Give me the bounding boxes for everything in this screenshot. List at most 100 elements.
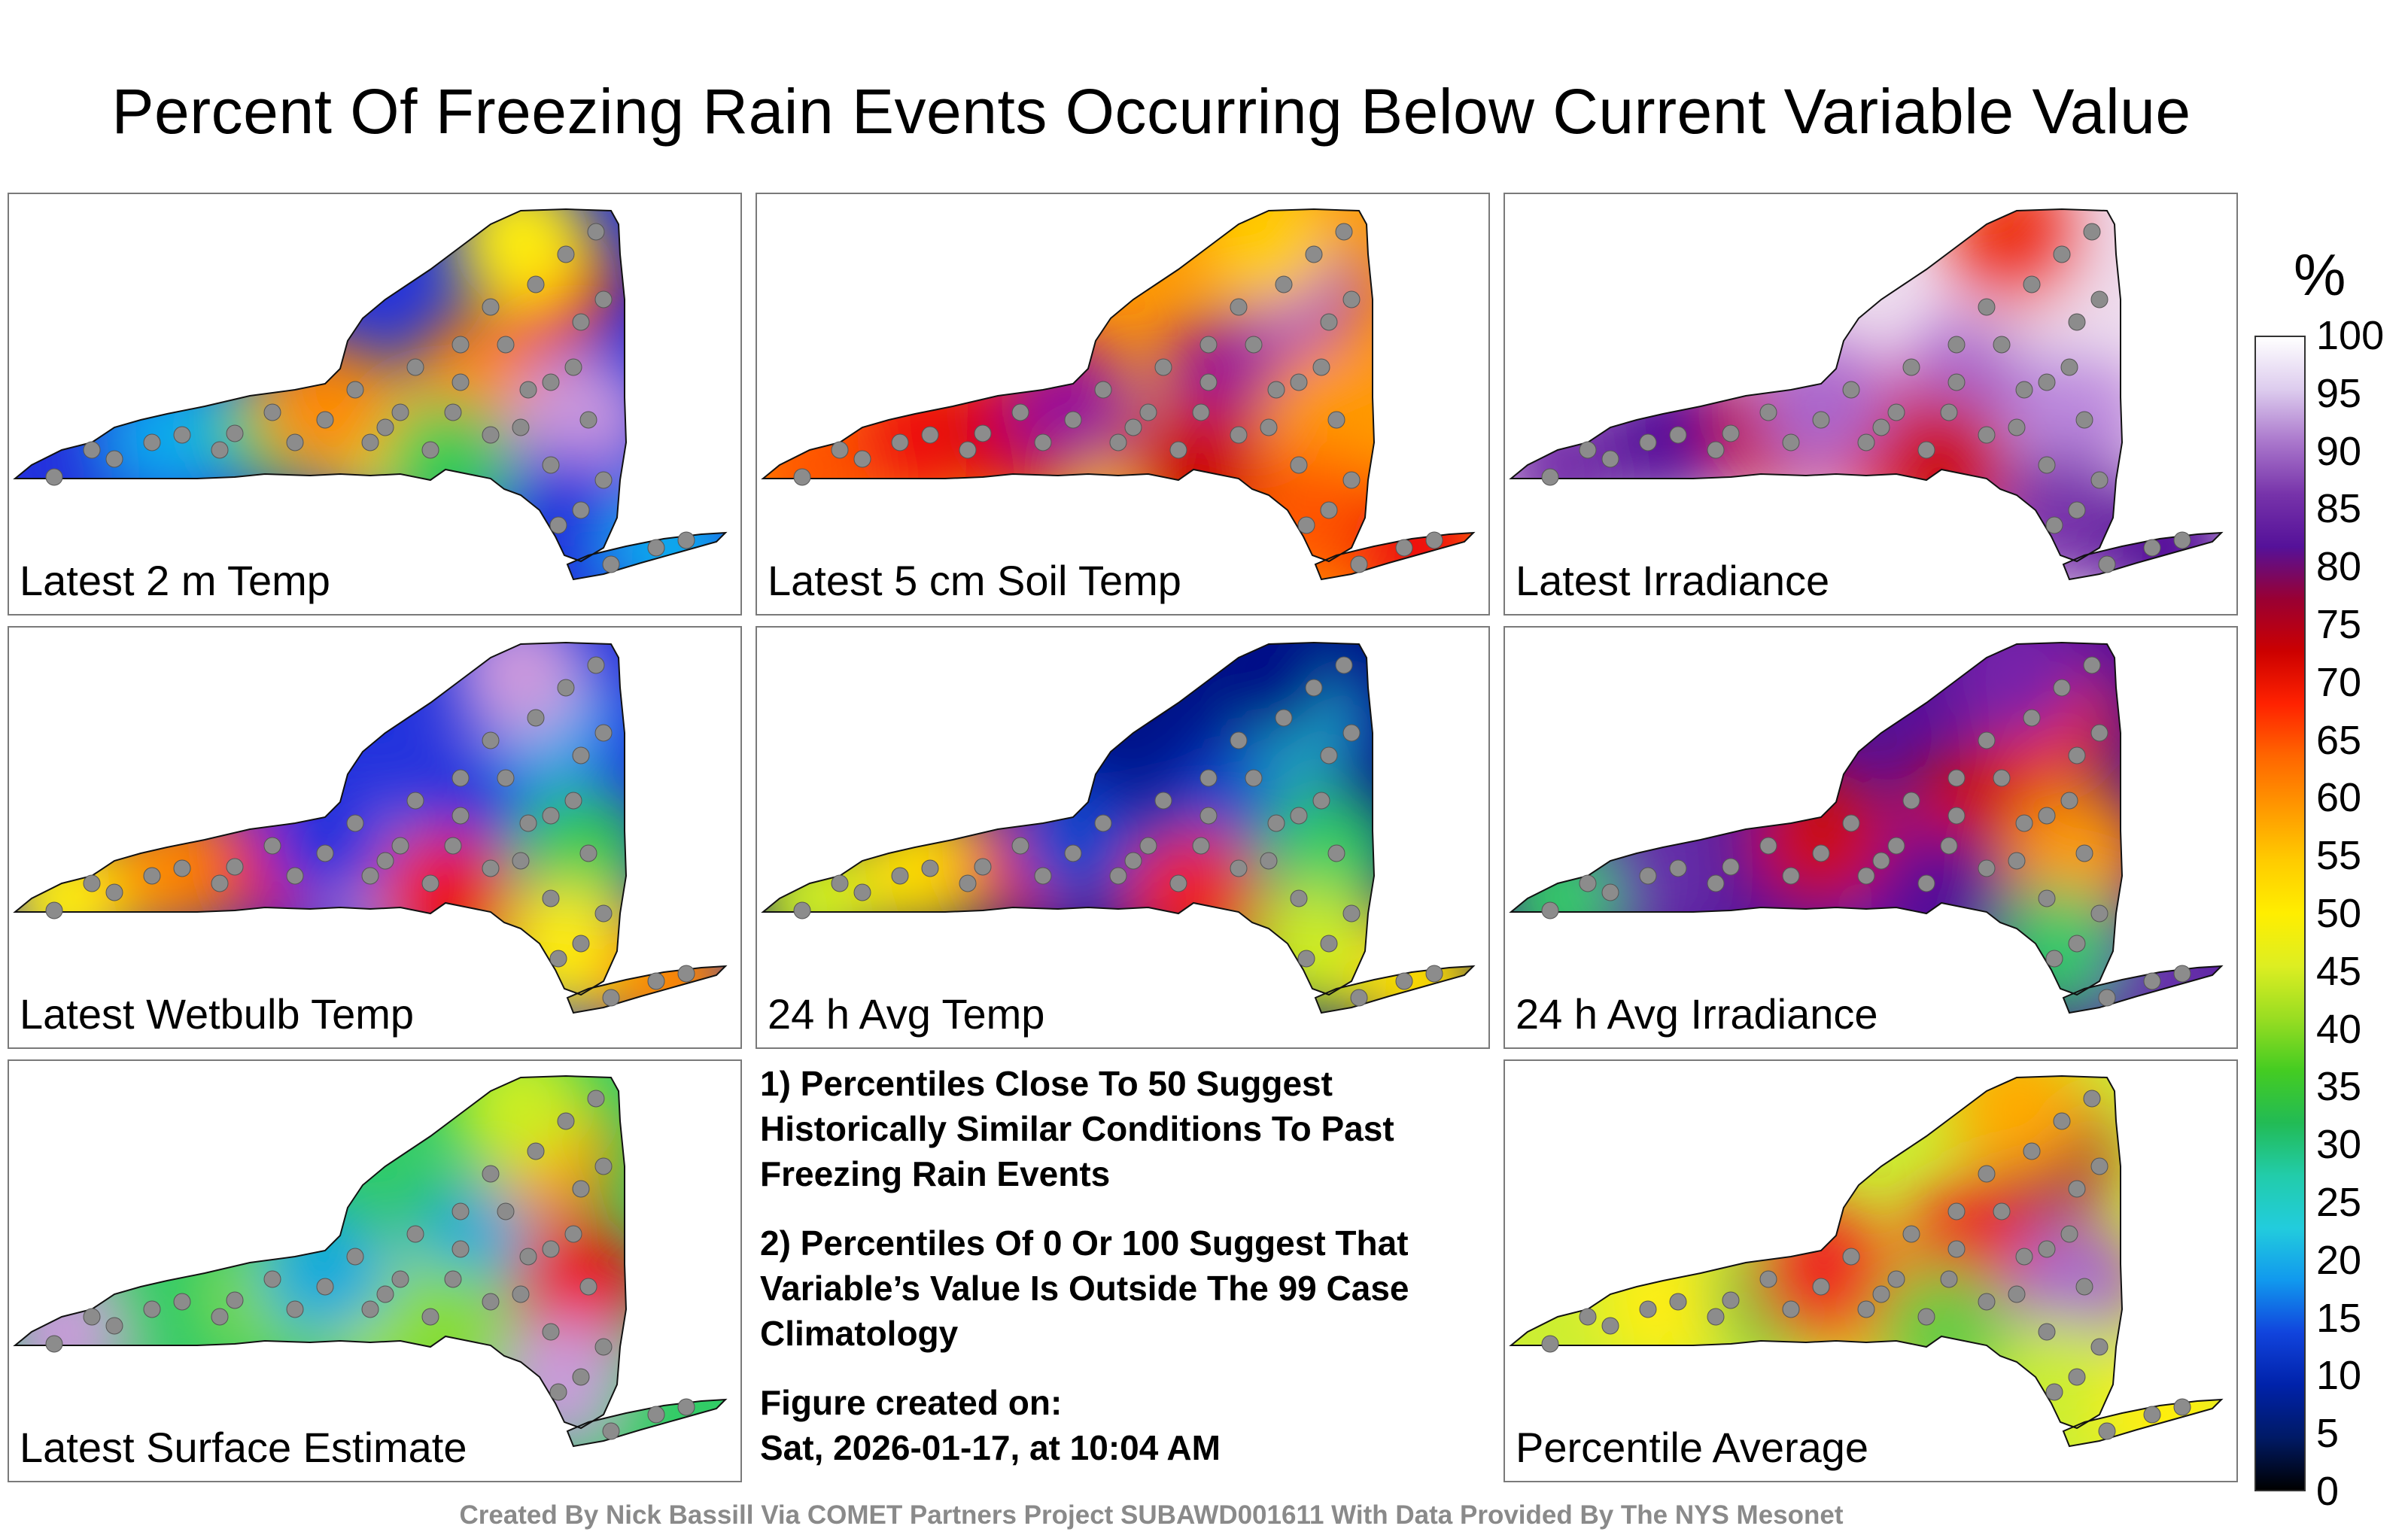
station-marker [316,1278,334,1296]
station-marker [2038,1240,2056,1258]
colorbar-tick: 95 [2316,370,2362,416]
station-marker [1601,450,1619,468]
station-marker [572,501,590,519]
colorbar-tick: 55 [2316,833,2362,879]
station-marker [1011,837,1029,855]
station-marker [549,1383,567,1401]
station-marker [549,950,567,968]
station-marker [1169,441,1187,459]
station-marker [1812,1278,1830,1296]
station-marker [1722,1291,1740,1309]
station-marker [173,1293,191,1311]
station-marker [519,814,537,832]
station-marker [647,1406,665,1424]
station-marker [211,1308,229,1326]
station-marker [1064,411,1082,429]
station-marker [1425,531,1443,549]
note-1: 1) Percentiles Close To 50 Suggest Histo… [760,1064,1394,1193]
station-marker [572,1368,590,1386]
station-marker [1342,290,1361,309]
station-marker [482,426,500,444]
station-marker [2068,746,2086,764]
station-marker [587,656,605,674]
station-marker [572,746,590,764]
station-marker [1842,814,1860,832]
colorbar-tick: 70 [2316,659,2362,705]
station-marker [1230,731,1248,749]
station-marker [853,883,871,901]
station-marker [1312,358,1330,376]
station-marker [2015,1248,2033,1266]
station-marker [542,889,560,907]
station-marker [647,972,665,990]
station-marker [1940,837,1958,855]
station-marker [406,792,424,810]
station-marker [831,874,849,892]
interpolated-field [15,209,725,579]
station-marker [316,411,334,429]
state-boundary [566,531,728,581]
station-marker [1978,426,1996,444]
station-marker [1290,456,1308,474]
station-marker [1579,1308,1597,1326]
station-marker [263,837,281,855]
station-marker [1887,403,1905,421]
station-marker [2173,1398,2191,1416]
station-marker [579,1278,597,1296]
station-marker [1639,1300,1657,1318]
colorbar-tick: 40 [2316,1006,2362,1052]
station-marker [2060,792,2078,810]
station-marker [542,456,560,474]
station-marker [1917,1308,1935,1326]
station-marker [579,411,597,429]
station-marker [346,814,364,832]
station-marker [1320,501,1338,519]
station-marker [1917,441,1935,459]
station-marker [2053,1112,2071,1130]
station-marker [2008,1285,2026,1303]
state-boundary [13,1074,628,1430]
colorbar-tick: 60 [2316,775,2362,821]
station-marker [1759,403,1777,421]
station-marker [45,1335,63,1353]
station-marker [2075,1278,2093,1296]
station-marker [1154,792,1172,810]
colorbar-tick: 35 [2316,1064,2362,1110]
station-marker [1722,858,1740,876]
station-marker [1305,245,1323,263]
station-marker [2045,1383,2063,1401]
colorbar-tick: 10 [2316,1353,2362,1399]
station-marker [1947,336,1966,354]
station-marker [1579,441,1597,459]
station-marker [594,471,613,489]
station-marker [2060,1225,2078,1243]
station-marker [1094,381,1112,399]
station-marker [1267,814,1285,832]
station-marker [677,531,695,549]
station-marker [2083,223,2101,241]
panel-label: Percentile Average [1516,1424,1869,1471]
station-marker [451,1240,470,1258]
station-marker [1887,837,1905,855]
station-marker [602,1422,620,1440]
station-marker [1947,373,1966,391]
station-marker [594,724,613,742]
station-marker [1312,792,1330,810]
station-marker [2023,1142,2041,1160]
station-marker [1669,859,1687,877]
station-marker [1230,426,1248,444]
station-marker [1639,433,1657,451]
interpolated-field [763,643,1473,1013]
station-marker [2090,290,2109,309]
station-marker [444,1270,462,1288]
colorbar-tick: 90 [2316,428,2362,474]
station-marker [45,901,63,919]
station-marker [143,867,161,885]
station-marker [793,468,811,486]
station-marker [226,1291,244,1309]
station-marker [527,709,545,727]
colorbar-tick: 100 [2316,313,2385,358]
station-marker [1669,426,1687,444]
station-marker [1320,935,1338,953]
ny-state-map [13,1074,728,1448]
